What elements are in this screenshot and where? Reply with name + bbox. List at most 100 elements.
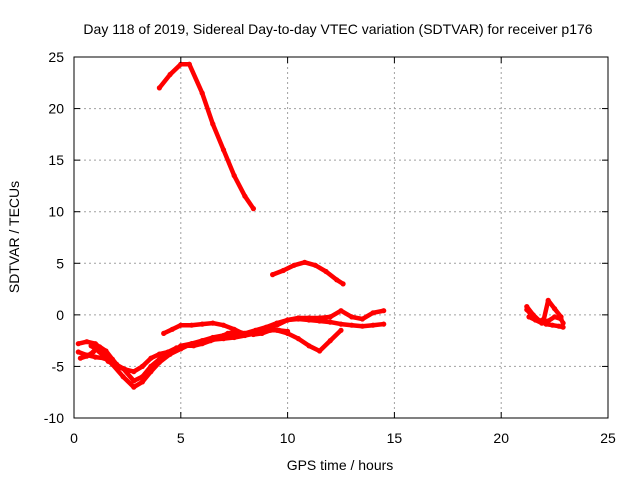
data-point: [131, 378, 137, 384]
data-point: [558, 316, 564, 322]
data-point: [156, 359, 162, 365]
data-point: [381, 308, 387, 314]
data-point: [285, 317, 291, 323]
data-point: [556, 323, 562, 329]
data-point: [306, 343, 312, 349]
data-point: [545, 297, 551, 303]
data-point: [167, 71, 173, 78]
data-point: [317, 348, 323, 354]
data-point: [338, 308, 344, 314]
data-point: [270, 272, 276, 278]
series-track-a-high-peak: [157, 61, 256, 211]
data-point: [359, 316, 365, 322]
x-tick-label: 10: [280, 430, 296, 446]
data-point: [327, 319, 333, 325]
y-tick-label: -10: [44, 410, 64, 426]
data-point: [210, 121, 216, 127]
data-point: [274, 322, 280, 328]
y-tick-label: -5: [52, 358, 65, 374]
data-point: [186, 61, 192, 67]
y-axis-label: SDTVAR / TECUs: [6, 181, 22, 293]
x-tick-label: 20: [493, 430, 509, 446]
data-point: [327, 314, 333, 320]
x-axis-label: GPS time / hours: [287, 457, 394, 473]
x-tick-label: 25: [600, 430, 616, 446]
data-point: [225, 330, 231, 336]
data-point: [349, 314, 355, 320]
data-point: [250, 331, 256, 338]
data-point: [131, 369, 137, 375]
x-tick-label: 15: [387, 430, 403, 446]
data-point: [549, 322, 556, 328]
data-point: [220, 322, 227, 328]
data-point: [161, 330, 167, 336]
data-point: [524, 304, 530, 310]
data-point: [103, 348, 109, 354]
data-point: [349, 322, 355, 328]
data-point: [208, 338, 214, 344]
data-point: [199, 321, 205, 327]
plot-area: [75, 61, 566, 390]
data-point: [338, 327, 344, 333]
data-point: [105, 358, 111, 364]
data-point: [199, 341, 205, 347]
data-point: [97, 344, 103, 350]
data-point: [231, 173, 237, 179]
y-tick-label: 5: [56, 255, 64, 271]
data-point: [381, 321, 387, 327]
data-point: [334, 277, 340, 283]
data-point: [526, 314, 532, 320]
data-point: [131, 384, 137, 390]
data-point: [370, 310, 376, 316]
data-point: [199, 90, 205, 96]
data-point: [92, 341, 98, 347]
data-point: [88, 343, 94, 349]
chart-title: Day 118 of 2019, Sidereal Day-to-day VTE…: [83, 21, 592, 37]
data-point: [84, 339, 90, 345]
data-point: [90, 349, 96, 355]
data-point: [340, 281, 346, 287]
data-point: [216, 334, 222, 341]
data-point: [539, 320, 545, 326]
y-tick-label: 10: [48, 204, 64, 220]
data-point: [182, 343, 188, 349]
data-point: [306, 315, 312, 321]
data-point: [156, 351, 162, 357]
data-point: [178, 322, 184, 328]
data-point: [560, 324, 566, 330]
data-point: [552, 314, 558, 320]
data-point: [327, 338, 333, 344]
data-point: [312, 262, 318, 268]
data-point: [139, 379, 145, 385]
data-point: [242, 330, 248, 336]
data-point: [148, 369, 154, 375]
data-point: [295, 315, 301, 321]
data-point: [552, 306, 558, 312]
axis-ticks: 0 5 10 15 20 25 -10 -5 0 5 10 15 20 25: [44, 49, 616, 446]
data-point: [156, 85, 162, 91]
data-point: [75, 349, 81, 355]
data-point: [267, 327, 274, 333]
data-point: [302, 259, 308, 265]
data-point: [233, 328, 239, 334]
data-point: [169, 326, 175, 332]
x-tick-label: 5: [177, 430, 185, 446]
data-point: [359, 323, 365, 329]
data-point: [188, 322, 195, 328]
series-track-e-upper: [161, 308, 386, 337]
data-point: [259, 330, 265, 336]
grid: [74, 57, 608, 418]
data-point: [280, 267, 286, 274]
data-point: [178, 61, 184, 67]
data-point: [242, 193, 248, 199]
data-point: [291, 262, 297, 268]
data-point: [210, 320, 216, 326]
data-point: [77, 355, 83, 361]
data-point: [165, 349, 171, 355]
data-point: [148, 355, 154, 361]
y-tick-label: 0: [56, 307, 64, 323]
x-tick-label: 0: [70, 430, 78, 446]
data-point: [532, 317, 539, 323]
data-point: [120, 374, 126, 380]
